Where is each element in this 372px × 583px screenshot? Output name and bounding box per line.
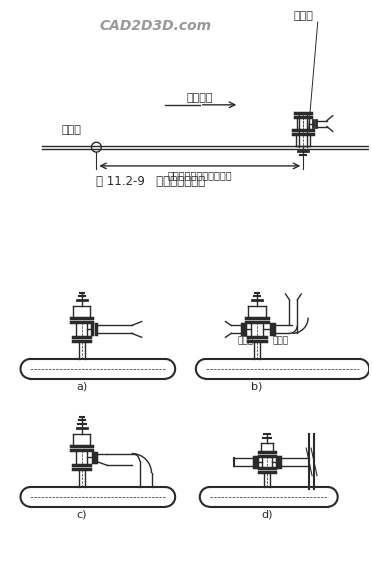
Text: a): a) (76, 381, 87, 392)
Text: 排泄口: 排泄口 (237, 337, 253, 346)
Text: c): c) (76, 510, 87, 519)
Text: 安全阀离开波动源的距离: 安全阀离开波动源的距离 (167, 170, 232, 180)
Text: CAD2D3D.com: CAD2D3D.com (99, 19, 212, 33)
Text: b): b) (251, 381, 263, 392)
Text: 排泄口: 排泄口 (273, 337, 289, 346)
Text: d): d) (261, 510, 273, 519)
Text: 流动方向: 流动方向 (186, 93, 213, 103)
Text: 安全阀: 安全阀 (293, 11, 313, 21)
Text: 图 11.2-9   安全阀与波动源: 图 11.2-9 安全阀与波动源 (96, 175, 205, 188)
Text: 波动源: 波动源 (62, 125, 81, 135)
